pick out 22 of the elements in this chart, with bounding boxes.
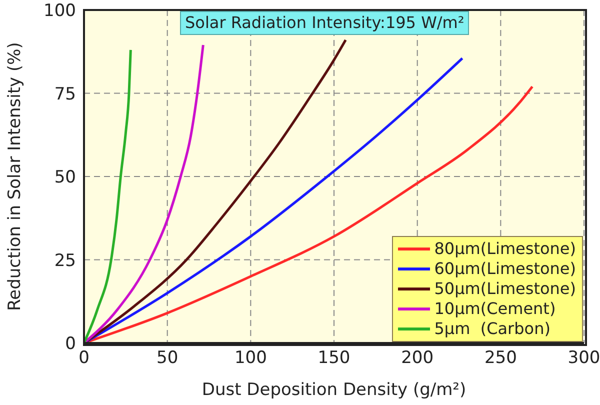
legend-label: 60μm(Limestone) (434, 259, 576, 279)
legend-label: 5μm (Carbon) (434, 319, 550, 339)
y-tick-label: 25 (54, 250, 76, 271)
x-tick-label: 300 (568, 348, 600, 368)
x-tick-label: 50 (156, 348, 178, 368)
chart-title: Solar Radiation Intensity:195 W/m² (180, 11, 470, 35)
x-tick-label: 100 (234, 348, 267, 368)
y-tick-label: 100 (44, 1, 76, 22)
line-series (84, 44, 204, 343)
y-tick-label: 75 (54, 84, 76, 104)
line-series (84, 48, 132, 343)
x-tick-label: 200 (401, 348, 434, 368)
legend-label: 50μm(Limestone) (434, 279, 576, 299)
x-axis-title: Dust Deposition Density (g/m²) (202, 380, 466, 400)
y-axis-title: Reduction in Solar Intensity (%) (5, 42, 26, 311)
legend-label: 10μm(Cement) (434, 299, 556, 319)
x-tick-label: 250 (484, 348, 517, 368)
legend-label: 80μm(Limestone) (434, 239, 576, 259)
x-tick-label: 150 (318, 348, 350, 368)
y-tick-label: 50 (54, 168, 76, 188)
x-tick-label: 0 (78, 348, 90, 368)
y-tick-label: 0 (65, 334, 76, 354)
